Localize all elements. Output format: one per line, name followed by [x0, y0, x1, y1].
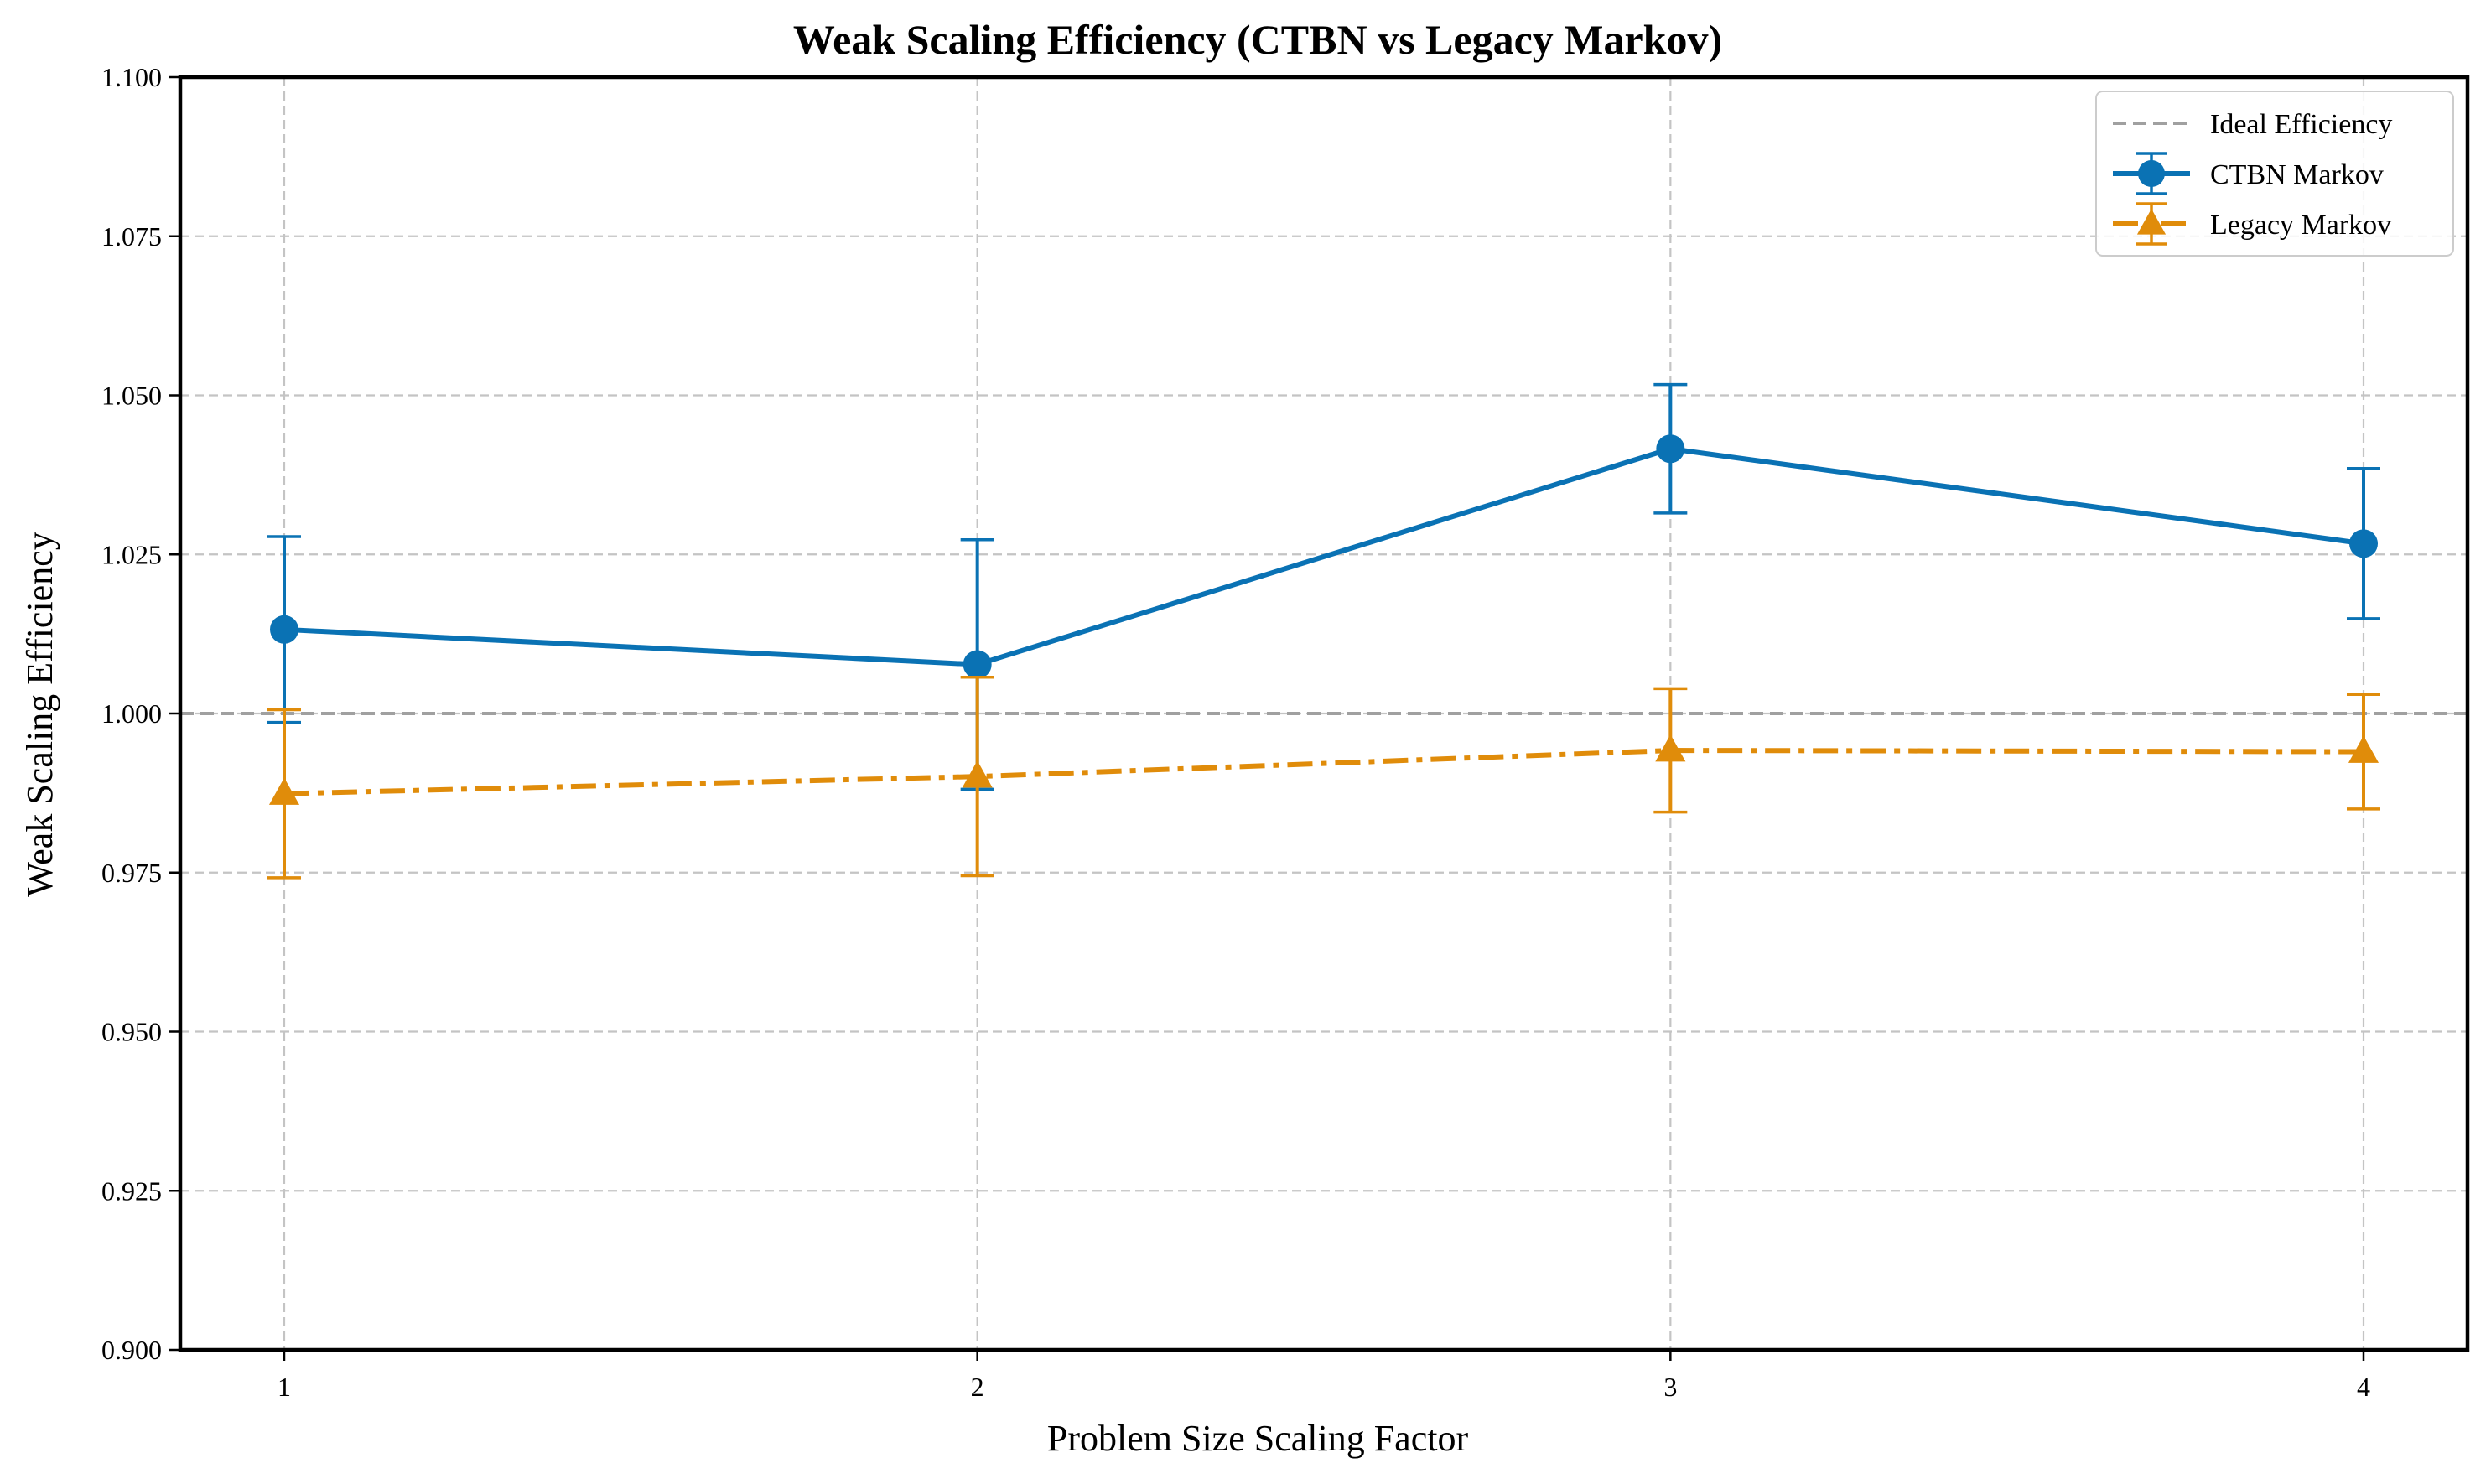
- series-ctbn-markov: [267, 382, 2380, 791]
- x-tick-label: 2: [971, 1372, 984, 1402]
- legend-label: Legacy Markov: [2210, 210, 2391, 241]
- y-tick-label: 1.025: [101, 539, 162, 569]
- y-tick-label: 1.100: [101, 62, 162, 92]
- y-tick-label: 0.900: [101, 1335, 162, 1365]
- legend-marker: [2138, 160, 2165, 187]
- data-point: [963, 650, 992, 679]
- data-point: [2348, 735, 2379, 763]
- y-tick-label: 1.050: [101, 381, 162, 411]
- series-layer: [267, 382, 2380, 880]
- y-tick-label: 1.000: [101, 698, 162, 729]
- x-axis-title: Problem Size Scaling Factor: [1047, 1418, 1469, 1459]
- x-tick-label: 3: [1663, 1372, 1677, 1402]
- data-point: [268, 777, 300, 805]
- axes: 0.900 0.925 0.950 0.975 1.000 1.025 1.050 1.075…: [101, 62, 2370, 1402]
- y-tick-label: 0.925: [101, 1175, 162, 1206]
- y-axis-title: Weak Scaling Efficiency: [19, 532, 60, 896]
- series-legacy-markov: [267, 675, 2380, 880]
- x-tick-label: 1: [278, 1372, 291, 1402]
- y-tick-label: 0.975: [101, 858, 162, 888]
- x-tick-label: 4: [2357, 1372, 2370, 1402]
- series-line: [283, 446, 2364, 667]
- data-point: [270, 615, 298, 644]
- legend-item-ctbn-markov: CTBN Markov: [2113, 152, 2384, 195]
- legend-label: Ideal Efficiency: [2210, 109, 2392, 140]
- data-point: [962, 760, 993, 788]
- y-tick-label: 0.950: [101, 1017, 162, 1047]
- chart-title: Weak Scaling Efficiency (CTBN vs Legacy …: [793, 16, 1722, 63]
- series-line: [283, 748, 2364, 796]
- legend-marker: [2136, 209, 2167, 235]
- legend-item-legacy-markov: Legacy Markov: [2113, 202, 2391, 246]
- legend: Ideal Efficiency CTBN Markov Legacy Markov: [2095, 91, 2454, 257]
- data-point: [1655, 734, 1686, 762]
- legend-box: [2095, 91, 2454, 257]
- data-point: [1656, 434, 1685, 464]
- legend-item-ideal-efficiency: Ideal Efficiency: [2113, 109, 2392, 140]
- data-point: [2349, 529, 2378, 558]
- legend-label: CTBN Markov: [2210, 159, 2384, 190]
- y-tick-label: 1.075: [101, 221, 162, 252]
